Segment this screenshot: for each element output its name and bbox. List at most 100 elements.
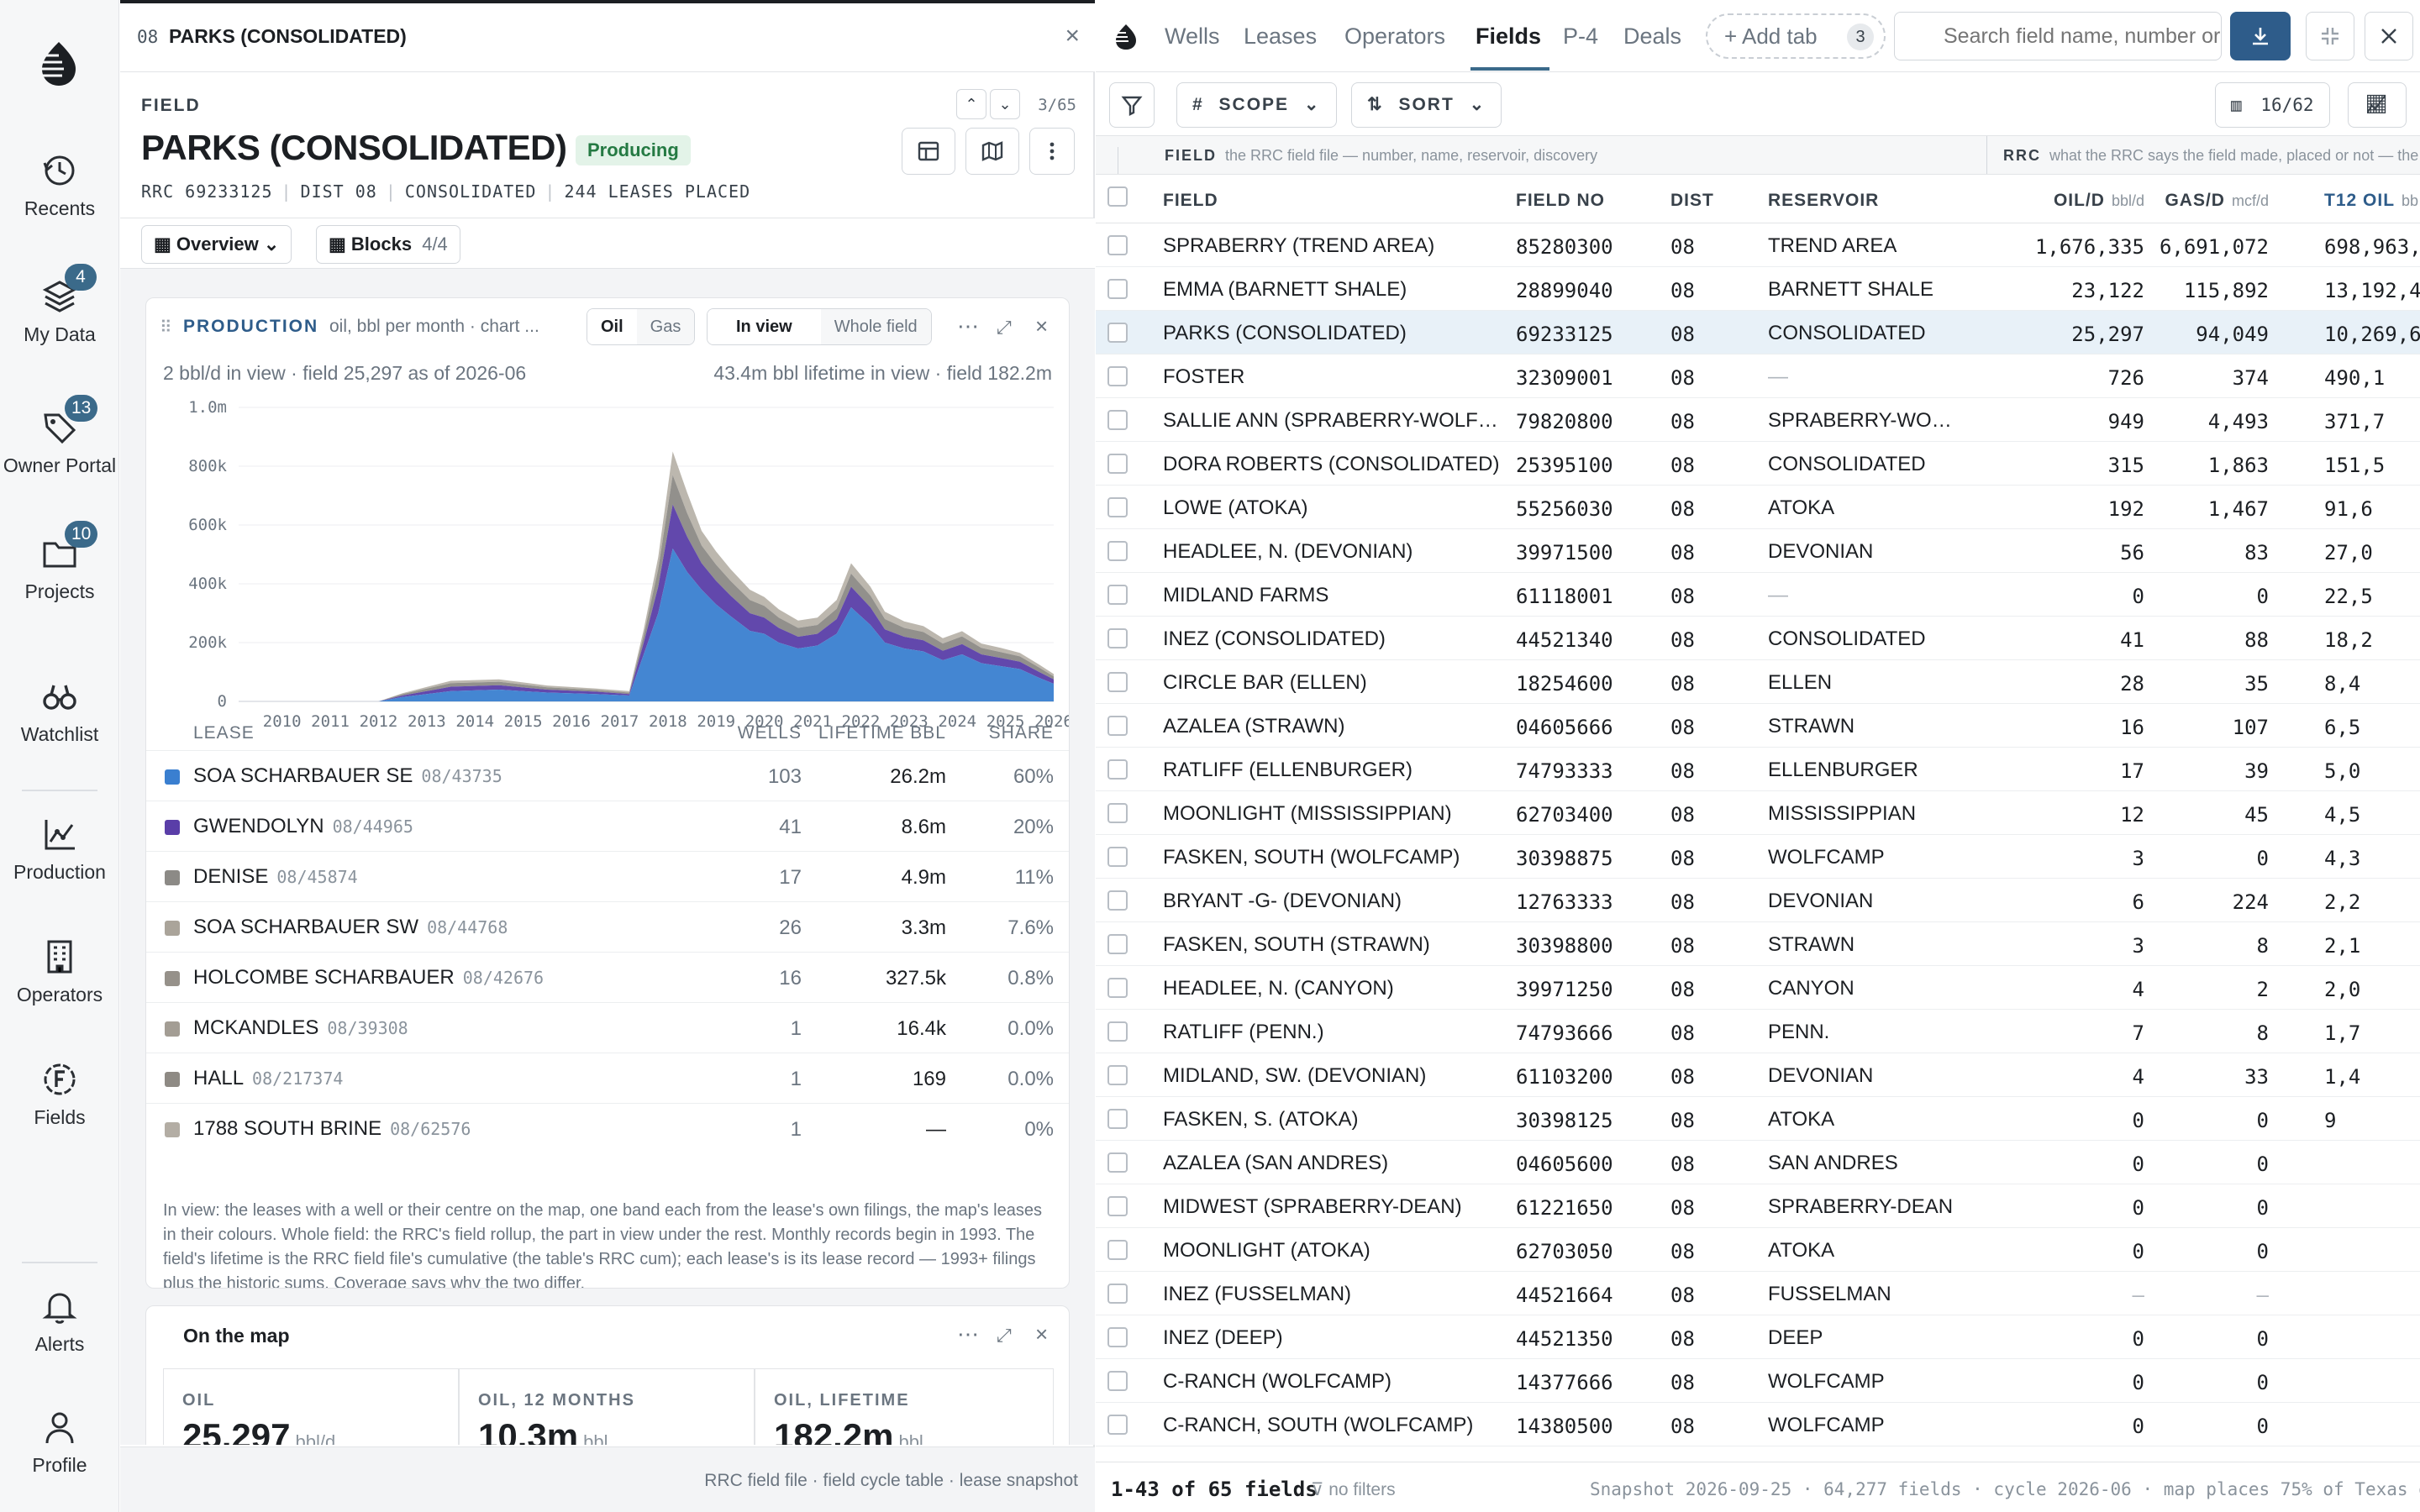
table-row[interactable]: SPRABERRY (TREND AREA) 85280300 08 TREND…: [1096, 223, 2420, 267]
table-row[interactable]: FASKEN, SOUTH (WOLFCAMP) 30398875 08 WOL…: [1096, 835, 2420, 879]
sidebar-item-production[interactable]: Production: [0, 815, 119, 885]
tab-p-4[interactable]: P-4: [1563, 24, 1599, 49]
sidebar-item-operators[interactable]: Operators: [0, 937, 119, 1008]
tab-fields[interactable]: Fields: [1476, 24, 1542, 49]
table-row[interactable]: MIDWEST (SPRABERRY-DEAN) 61221650 08 SPR…: [1096, 1184, 2420, 1228]
table-row[interactable]: MOONLIGHT (ATOKA) 62703050 08 ATOKA 0 0: [1096, 1228, 2420, 1272]
table-row[interactable]: INEZ (CONSOLIDATED) 44521340 08 CONSOLID…: [1096, 617, 2420, 660]
table-row[interactable]: CIRCLE BAR (ELLEN) 18254600 08 ELLEN 28 …: [1096, 660, 2420, 704]
t12-col-header[interactable]: T12 OIL bb: [2324, 191, 2418, 211]
dist-col-header[interactable]: DIST: [1670, 191, 1714, 210]
table-row[interactable]: C-RANCH, SOUTH (WOLFCAMP) 14380500 08 WO…: [1096, 1403, 2420, 1446]
row-checkbox[interactable]: [1107, 454, 1128, 474]
filter-status[interactable]: ⊽ no filters: [1311, 1479, 1396, 1500]
app-logo-icon[interactable]: [34, 37, 86, 89]
row-checkbox[interactable]: [1107, 1065, 1128, 1085]
table-row[interactable]: RATLIFF (PENN.) 74793666 08 PENN. 7 8 1,…: [1096, 1010, 2420, 1053]
tab-leases[interactable]: Leases: [1244, 24, 1318, 49]
chevron-up-icon[interactable]: ⌃: [956, 89, 986, 119]
row-checkbox[interactable]: [1107, 934, 1128, 954]
table-row[interactable]: BRYANT -G- (DEVONIAN) 12763333 08 DEVONI…: [1096, 879, 2420, 922]
row-checkbox[interactable]: [1107, 1415, 1128, 1435]
expand-icon[interactable]: ⤢: [997, 1325, 1012, 1346]
in-view-toggle[interactable]: In view: [708, 309, 821, 344]
reservoir-col-header[interactable]: RESERVOIR: [1768, 191, 1880, 210]
table-row[interactable]: FASKEN, S. (ATOKA) 30398125 08 ATOKA 0 0…: [1096, 1097, 2420, 1141]
table-row[interactable]: PARKS (CONSOLIDATED) 69233125 08 CONSOLI…: [1096, 311, 2420, 354]
download-button[interactable]: [2230, 12, 2291, 60]
table-row[interactable]: EMMA (BARNETT SHALE) 28899040 08 BARNETT…: [1096, 267, 2420, 311]
close-icon[interactable]: ×: [1035, 1321, 1049, 1347]
table-row[interactable]: SALLIE ANN (SPRABERRY-WOLF… 79820800 08 …: [1096, 398, 2420, 442]
sidebar-item-profile[interactable]: Profile: [0, 1408, 119, 1478]
overview-view-button[interactable]: ▦ Overview ⌄: [141, 225, 292, 264]
row-checkbox[interactable]: [1107, 978, 1128, 998]
row-checkbox[interactable]: [1107, 759, 1128, 780]
row-checkbox[interactable]: [1107, 1371, 1128, 1391]
app-logo-icon[interactable]: [1111, 22, 1141, 52]
table-row[interactable]: INEZ (FUSSELMAN) 44521664 08 FUSSELMAN —…: [1096, 1272, 2420, 1315]
row-checkbox[interactable]: [1107, 803, 1128, 823]
tab-wells[interactable]: Wells: [1165, 24, 1220, 49]
search-input[interactable]: [1894, 12, 2222, 60]
lease-row[interactable]: SOA SCHARBAUER SW 08/44768 26 3.3m 7.6%: [146, 901, 1069, 952]
close-panel-button[interactable]: [2365, 12, 2413, 60]
lease-row[interactable]: SOA SCHARBAUER SE 08/43735 103 26.2m 60%: [146, 750, 1069, 801]
more-horizontal-icon[interactable]: ⋯: [957, 1321, 979, 1347]
sidebar-item-watchlist[interactable]: Watchlist: [0, 677, 119, 748]
sidebar-item-alerts[interactable]: Alerts: [0, 1287, 119, 1357]
table-row[interactable]: FOSTER 32309001 08 — 726 374 490,1: [1096, 354, 2420, 398]
row-checkbox[interactable]: [1107, 890, 1128, 911]
row-checkbox[interactable]: [1107, 672, 1128, 692]
whole-field-toggle[interactable]: Whole field: [820, 309, 931, 344]
table-row[interactable]: LOWE (ATOKA) 55256030 08 ATOKA 192 1,467…: [1096, 486, 2420, 529]
row-checkbox[interactable]: [1107, 279, 1128, 299]
row-checkbox[interactable]: [1107, 366, 1128, 386]
select-all-checkbox[interactable]: [1107, 186, 1128, 207]
sidebar-item-my-data[interactable]: 4 My Data: [0, 264, 119, 348]
oil-toggle[interactable]: Oil: [587, 309, 637, 344]
lease-row[interactable]: HALL 08/217374 1 169 0.0%: [146, 1053, 1069, 1103]
table-row[interactable]: MIDLAND FARMS 61118001 08 — 0 0 22,5: [1096, 573, 2420, 617]
map-view-button[interactable]: [965, 128, 1019, 175]
table-row[interactable]: HEADLEE, N. (DEVONIAN) 39971500 08 DEVON…: [1096, 529, 2420, 573]
sidebar-item-projects[interactable]: 10 Projects: [0, 521, 119, 605]
table-row[interactable]: AZALEA (SAN ANDRES) 04605600 08 SAN ANDR…: [1096, 1141, 2420, 1184]
tab-deals[interactable]: Deals: [1623, 24, 1682, 49]
sort-button[interactable]: ⇅ SORT ⌄: [1351, 82, 1502, 128]
row-checkbox[interactable]: [1107, 847, 1128, 867]
field-no-col-header[interactable]: FIELD NO: [1516, 191, 1605, 210]
close-icon[interactable]: ×: [1065, 22, 1080, 50]
row-checkbox[interactable]: [1107, 410, 1128, 430]
chart-toggle-button[interactable]: 📈︎: [2348, 82, 2407, 128]
oil-col-header[interactable]: OIL/D bbl/d: [2054, 191, 2144, 211]
table-row[interactable]: RATLIFF (ELLENBURGER) 74793333 08 ELLENB…: [1096, 748, 2420, 791]
production-chart[interactable]: 0 200k 400k 600k 800k 1.0m 2010 2011 2012 2013 201…: [146, 392, 1070, 728]
row-checkbox[interactable]: [1107, 1240, 1128, 1260]
table-row[interactable]: MOONLIGHT (MISSISSIPPIAN) 62703400 08 MI…: [1096, 791, 2420, 835]
gas-toggle[interactable]: Gas: [636, 309, 695, 344]
more-horizontal-icon[interactable]: ⋯: [957, 313, 979, 339]
table-row[interactable]: HEADLEE, N. (CANYON) 39971250 08 CANYON …: [1096, 966, 2420, 1010]
row-checkbox[interactable]: [1107, 585, 1128, 605]
chevron-down-icon[interactable]: ⌄: [990, 89, 1020, 119]
expand-icon[interactable]: ⤢: [997, 317, 1012, 338]
sidebar-item-fields[interactable]: Fields: [0, 1060, 119, 1131]
drag-handle-icon[interactable]: ⠿: [160, 318, 172, 337]
table-row[interactable]: MIDLAND, SW. (DEVONIAN) 61103200 08 DEVO…: [1096, 1053, 2420, 1097]
table-view-button[interactable]: [902, 128, 955, 175]
sidebar-item-owner-portal[interactable]: 13 Owner Portal: [0, 395, 119, 479]
row-checkbox[interactable]: [1107, 716, 1128, 736]
scope-button[interactable]: # SCOPE ⌄: [1176, 82, 1337, 128]
more-actions-button[interactable]: [1029, 128, 1075, 175]
table-row[interactable]: DORA ROBERTS (CONSOLIDATED) 25395100 08 …: [1096, 442, 2420, 486]
lease-row[interactable]: MCKANDLES 08/39308 1 16.4k 0.0%: [146, 1002, 1069, 1053]
row-checkbox[interactable]: [1107, 541, 1128, 561]
row-checkbox[interactable]: [1107, 1196, 1128, 1216]
add-tab-button[interactable]: + Add tab 3: [1706, 13, 1886, 59]
close-icon[interactable]: ×: [1035, 313, 1049, 339]
lease-row[interactable]: GWENDOLYN 08/44965 41 8.6m 20%: [146, 801, 1069, 851]
table-row[interactable]: INEZ (DEEP) 44521350 08 DEEP 0 0: [1096, 1315, 2420, 1359]
table-row[interactable]: C-RANCH (WOLFCAMP) 14377666 08 WOLFCAMP …: [1096, 1359, 2420, 1403]
row-checkbox[interactable]: [1107, 628, 1128, 648]
